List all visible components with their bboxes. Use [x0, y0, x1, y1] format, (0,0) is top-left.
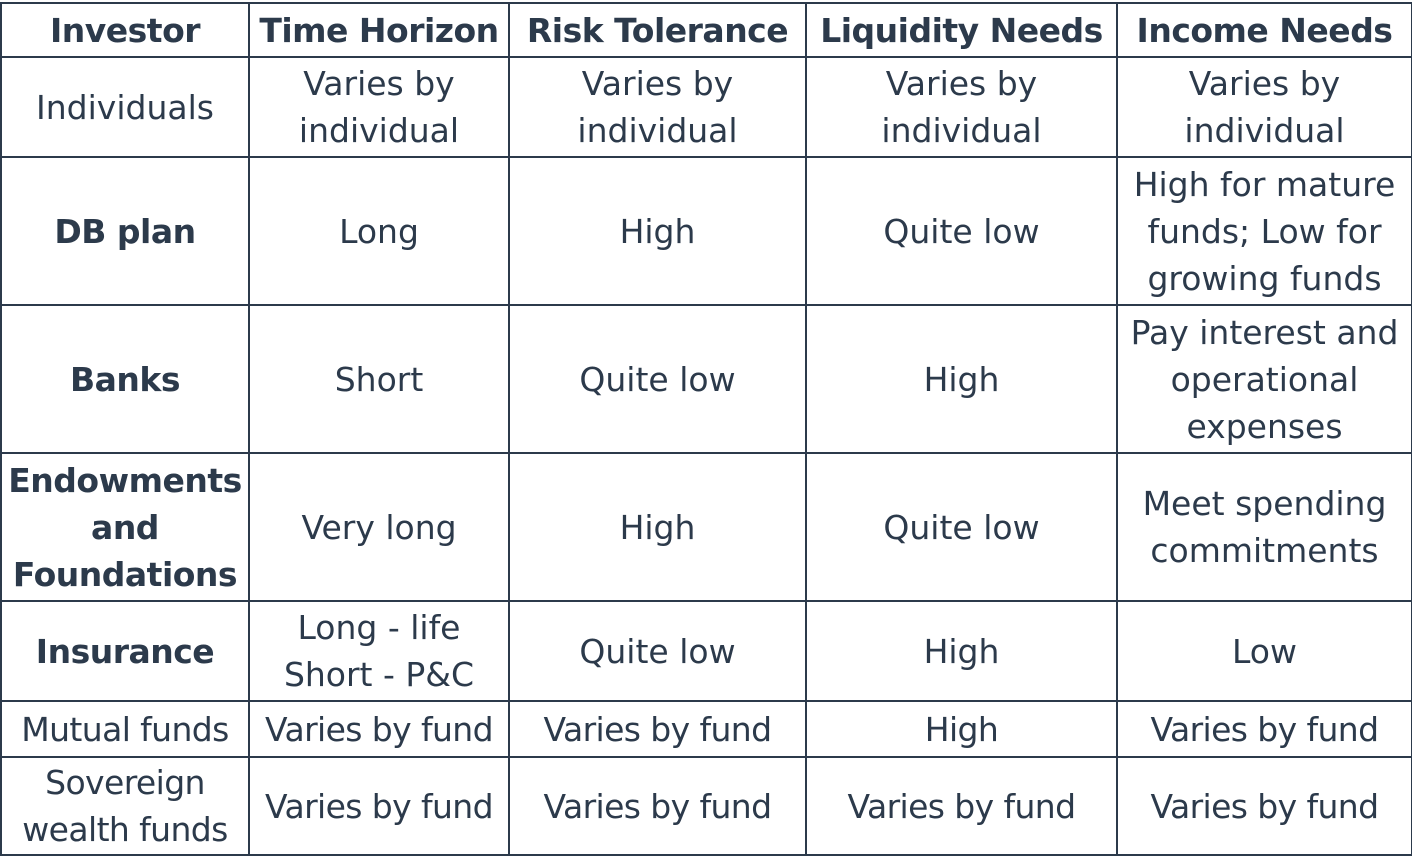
cell-income-needs: Meet spending commitments	[1116, 452, 1412, 602]
cell-investor: Insurance	[0, 600, 250, 702]
cell-investor: Sovereign wealth funds	[0, 756, 250, 856]
cell-time-horizon: Varies by individual	[248, 56, 510, 158]
cell-risk-tolerance: Varies by fund	[508, 756, 807, 856]
cell-time-horizon: Varies by fund	[248, 700, 510, 758]
cell-income-needs: Varies by individual	[1116, 56, 1412, 158]
table-row: Banks Short Quite low High Pay interest …	[0, 304, 1412, 454]
cell-investor: Individuals	[0, 56, 250, 158]
cell-income-needs: Pay interest and operational expenses	[1116, 304, 1412, 454]
cell-liquidity-needs: High	[805, 700, 1118, 758]
cell-risk-tolerance: High	[508, 156, 807, 306]
cell-risk-tolerance: Quite low	[508, 600, 807, 702]
cell-investor: DB plan	[0, 156, 250, 306]
cell-risk-tolerance: Varies by individual	[508, 56, 807, 158]
header-time-horizon: Time Horizon	[248, 2, 510, 58]
header-risk-tolerance: Risk Tolerance	[508, 2, 807, 58]
table-row: Insurance Long - life Short - P&C Quite …	[0, 600, 1412, 702]
cell-liquidity-needs: Varies by individual	[805, 56, 1118, 158]
header-liquidity-needs: Liquidity Needs	[805, 2, 1118, 58]
cell-liquidity-needs: Quite low	[805, 452, 1118, 602]
table-row: Endowments and Foundations Very long Hig…	[0, 452, 1412, 602]
cell-liquidity-needs: High	[805, 304, 1118, 454]
table-row: Mutual funds Varies by fund Varies by fu…	[0, 700, 1412, 758]
cell-income-needs: High for mature funds; Low for growing f…	[1116, 156, 1412, 306]
cell-liquidity-needs: Varies by fund	[805, 756, 1118, 856]
cell-time-horizon: Long	[248, 156, 510, 306]
cell-liquidity-needs: High	[805, 600, 1118, 702]
cell-time-horizon: Long - life Short - P&C	[248, 600, 510, 702]
cell-income-needs: Varies by fund	[1116, 700, 1412, 758]
cell-income-needs: Low	[1116, 600, 1412, 702]
header-investor: Investor	[0, 2, 250, 58]
cell-investor: Mutual funds	[0, 700, 250, 758]
cell-liquidity-needs: Quite low	[805, 156, 1118, 306]
cell-time-horizon: Very long	[248, 452, 510, 602]
cell-investor: Endowments and Foundations	[0, 452, 250, 602]
table-row: Sovereign wealth funds Varies by fund Va…	[0, 756, 1412, 856]
cell-time-horizon: Varies by fund	[248, 756, 510, 856]
table-row: DB plan Long High Quite low High for mat…	[0, 156, 1412, 306]
cell-risk-tolerance: Varies by fund	[508, 700, 807, 758]
table-row: Individuals Varies by individual Varies …	[0, 56, 1412, 158]
header-row: Investor Time Horizon Risk Tolerance Liq…	[0, 2, 1412, 58]
cell-risk-tolerance: High	[508, 452, 807, 602]
cell-risk-tolerance: Quite low	[508, 304, 807, 454]
cell-investor: Banks	[0, 304, 250, 454]
cell-income-needs: Varies by fund	[1116, 756, 1412, 856]
cell-time-horizon: Short	[248, 304, 510, 454]
header-income-needs: Income Needs	[1116, 2, 1412, 58]
